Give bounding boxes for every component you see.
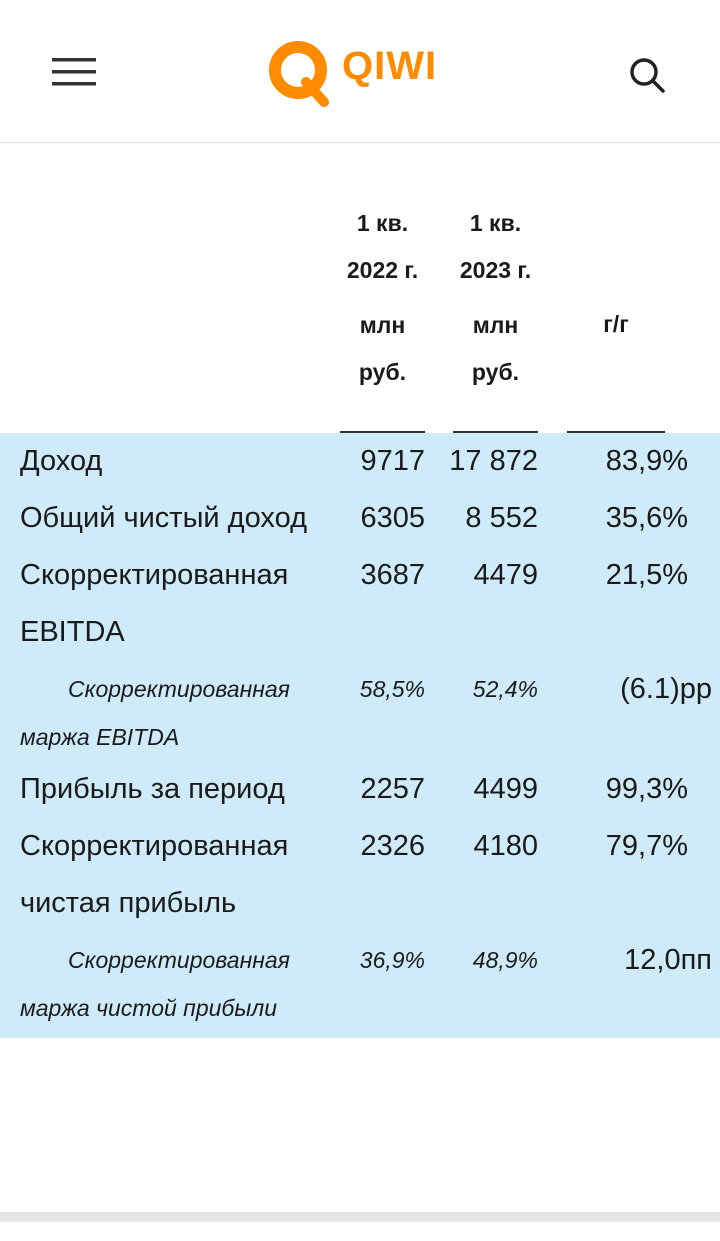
cell-value: 35,6% <box>605 502 688 534</box>
cell-value: 21,5% <box>605 559 688 591</box>
column-header: 1 кв. 2022 г. млн руб. <box>340 200 425 431</box>
cell-value: 4479 <box>473 559 538 591</box>
table-row: Общий чистый доход 6305 8 552 35,6% <box>0 490 720 547</box>
row-label: Скорректированная чистая прибыль <box>20 830 289 919</box>
header-rule <box>340 431 425 433</box>
cell-value: 52,4% <box>472 676 538 702</box>
logo-icon <box>269 41 329 107</box>
header-rule <box>453 431 538 433</box>
table-body: Доход 9717 17 872 83,9% Общий чистый доход 6… <box>0 433 720 1038</box>
table-row: Скорректированная маржа EBITDA 58,5% 52,4%… <box>0 661 720 761</box>
cell-value: 12,0пп <box>624 944 712 976</box>
cell-value: 4499 <box>473 773 538 805</box>
row-label: Общий чистый доход <box>20 502 307 534</box>
cell-value: 83,9% <box>605 445 688 477</box>
period: 1 кв. 2022 г. <box>346 210 419 283</box>
cell-value: 6305 <box>360 502 425 534</box>
table-row: Скорректированная маржа чистой прибыли 36… <box>0 932 720 1038</box>
cell-value: 99,3% <box>605 773 688 805</box>
cell-value: 48,9% <box>472 947 538 973</box>
empty-header <box>0 200 340 431</box>
period: 1 кв. 2023 г. <box>459 210 532 283</box>
period: г/г <box>603 311 629 337</box>
column-header: 1 кв. 2023 г. млн руб. <box>425 200 538 431</box>
header-rule <box>567 431 665 433</box>
cell-value: 9717 <box>360 445 425 477</box>
row-label: Доход <box>20 445 103 477</box>
table-row: Скорректированная EBITDA 3687 4479 21,5% <box>0 547 720 661</box>
cell-value: 8 552 <box>465 502 538 534</box>
results-table: 1 кв. 2022 г. млн руб. 1 кв. 2023 г. млн р… <box>0 200 720 1038</box>
table-row: Доход 9717 17 872 83,9% <box>0 433 720 490</box>
unit: млн руб. <box>471 312 520 385</box>
table-row: Скорректированная чистая прибыль 2326 4180… <box>0 818 720 932</box>
row-label: Скорректированная маржа чистой прибыли <box>20 947 290 1021</box>
footer-bar <box>0 1212 720 1222</box>
row-label: Прибыль за период <box>20 773 285 805</box>
app-header: QIWI <box>0 0 720 143</box>
row-label: Скорректированная EBITDA <box>20 559 289 648</box>
cell-value: 4180 <box>473 830 538 862</box>
logo[interactable]: QIWI <box>342 44 438 88</box>
cell-value: 79,7% <box>605 830 688 862</box>
cell-value: 36,9% <box>359 947 425 973</box>
cell-value: 2257 <box>360 773 425 805</box>
unit: млн руб. <box>358 312 407 385</box>
menu-button[interactable] <box>52 58 98 88</box>
cell-value: 3687 <box>360 559 425 591</box>
column-header: г/г <box>538 200 720 431</box>
cell-value: (6.1)pp <box>620 673 712 705</box>
table-row: Прибыль за период 2257 4499 99,3% <box>0 761 720 818</box>
cell-value: 2326 <box>360 830 425 862</box>
cell-value: 17 872 <box>449 445 538 477</box>
search-button[interactable] <box>628 56 668 96</box>
cell-value: 58,5% <box>359 676 425 702</box>
row-label: Скорректированная маржа EBITDA <box>20 676 290 750</box>
